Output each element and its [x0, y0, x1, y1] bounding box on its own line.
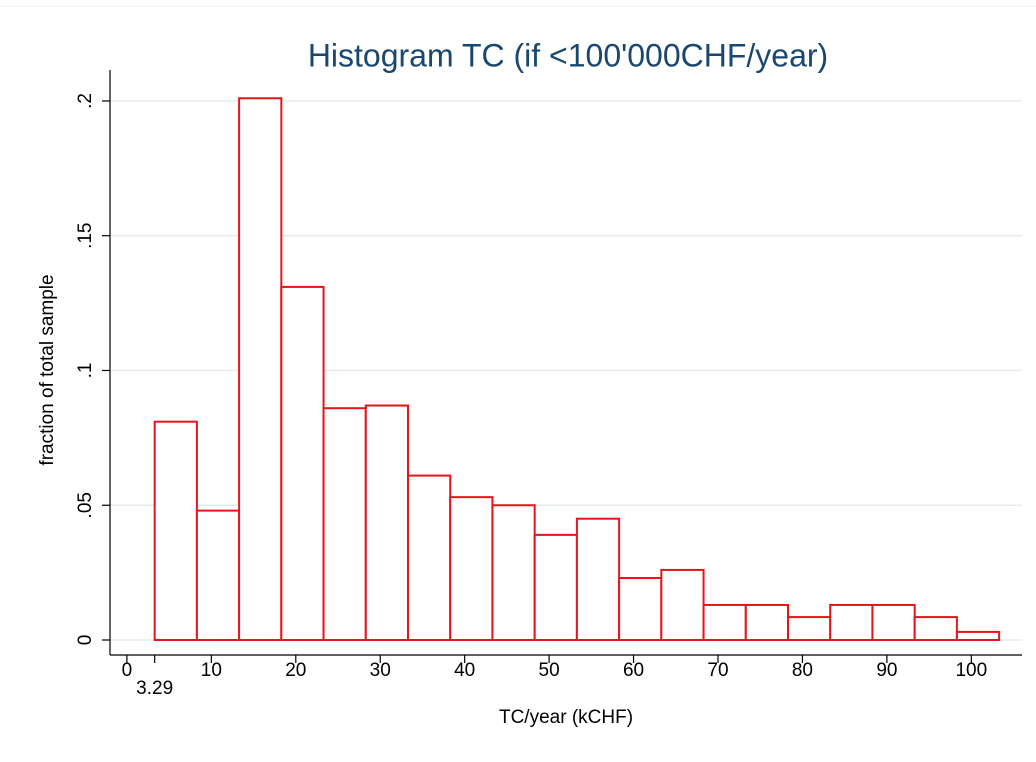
x-tick-label: 100: [955, 660, 987, 681]
x-tick-label: 80: [792, 660, 813, 681]
bar: [407, 474, 452, 642]
y-tick-label: .05: [75, 492, 96, 518]
bar: [153, 420, 198, 641]
x-tick-label: 60: [623, 660, 644, 681]
bar: [660, 568, 705, 642]
y-tick-label: .15: [75, 223, 96, 249]
bar: [871, 603, 916, 642]
bar: [744, 603, 790, 642]
x-tick-label: 10: [201, 660, 222, 681]
bar: [533, 533, 578, 642]
bar: [787, 616, 832, 641]
x-tick-label: 0: [122, 660, 133, 681]
bar: [829, 603, 874, 642]
bar: [955, 630, 1001, 642]
bar: [702, 603, 747, 642]
bar: [280, 285, 325, 641]
x-tick-label: 3.29: [136, 678, 173, 699]
x-tick-label: 40: [454, 660, 475, 681]
x-tick-label: 30: [370, 660, 391, 681]
bar: [491, 504, 536, 641]
x-tick-label: 90: [876, 660, 897, 681]
x-tick-label: 20: [285, 660, 306, 681]
y-tick-label: .2: [75, 93, 96, 109]
bar: [449, 496, 494, 641]
x-axis-title: TC/year (kCHF): [499, 707, 633, 728]
x-tick-label: 50: [539, 660, 560, 681]
chart-title: Histogram TC (if <100'000CHF/year): [308, 37, 828, 73]
bar: [195, 509, 241, 641]
y-axis-title: fraction of total sample: [37, 274, 58, 465]
y-tick-label: .1: [75, 363, 96, 379]
x-tick-label: 70: [707, 660, 728, 681]
bar: [364, 404, 410, 641]
bar: [575, 517, 621, 642]
bar: [322, 407, 367, 642]
bar: [618, 577, 663, 641]
bar: [238, 97, 283, 641]
bar: [913, 616, 958, 641]
y-tick-label: 0: [75, 635, 96, 646]
